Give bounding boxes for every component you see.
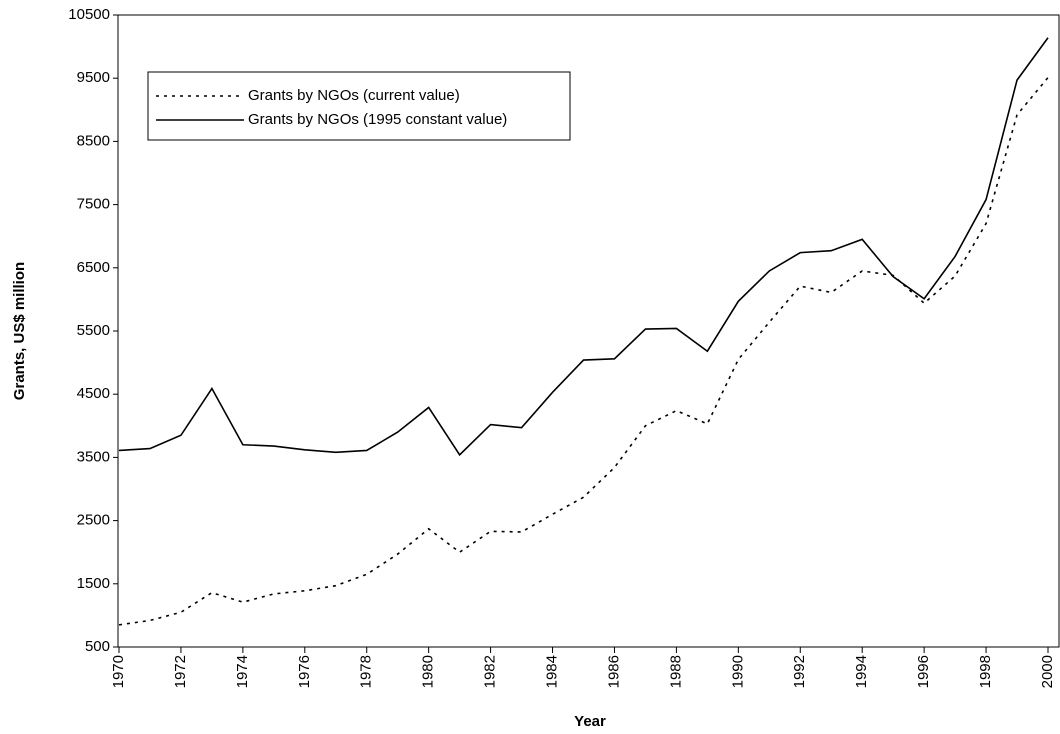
- x-tick-label: 1972: [172, 655, 189, 688]
- x-tick-label: 1988: [667, 655, 684, 688]
- y-tick-label: 7500: [77, 196, 110, 213]
- x-tick-label: 1994: [853, 655, 870, 688]
- y-tick-label: 8500: [77, 132, 110, 149]
- y-tick-label: 500: [85, 638, 110, 655]
- x-tick-label: 1982: [482, 655, 499, 688]
- x-tick-label: 1976: [296, 655, 313, 688]
- legend-box: [147, 71, 571, 141]
- series-line: [118, 77, 1049, 626]
- y-axis-label: Grants, US$ million: [11, 262, 28, 400]
- x-tick-label: 1984: [544, 655, 561, 688]
- x-tick-label: 2000: [1039, 655, 1056, 688]
- y-tick-label: 4500: [77, 385, 110, 402]
- y-tick-label: 2500: [77, 512, 110, 529]
- x-tick-label: 1980: [420, 655, 437, 688]
- y-tick-label: 5500: [77, 322, 110, 339]
- y-tick-label: 10500: [68, 6, 110, 23]
- x-tick-label: 1992: [791, 655, 808, 688]
- x-tick-label: 1978: [358, 655, 375, 688]
- x-tick-label: 1986: [605, 655, 622, 688]
- x-tick-label: 1996: [915, 655, 932, 688]
- y-tick-label: 6500: [77, 259, 110, 276]
- y-tick-label: 9500: [77, 69, 110, 86]
- y-tick-label: 3500: [77, 448, 110, 465]
- x-tick-label: 1990: [729, 655, 746, 688]
- x-tick-label: 1998: [977, 655, 994, 688]
- legend-label: Grants by NGOs (1995 constant value): [248, 111, 507, 128]
- legend-label: Grants by NGOs (current value): [248, 87, 460, 104]
- series-line: [118, 37, 1049, 457]
- x-tick-label: 1974: [234, 655, 251, 688]
- x-axis-label: Year: [574, 713, 606, 730]
- legend: Grants by NGOs (current value) Grants by …: [147, 71, 571, 141]
- x-tick-label: 1970: [110, 655, 127, 688]
- y-tick-label: 1500: [77, 575, 110, 592]
